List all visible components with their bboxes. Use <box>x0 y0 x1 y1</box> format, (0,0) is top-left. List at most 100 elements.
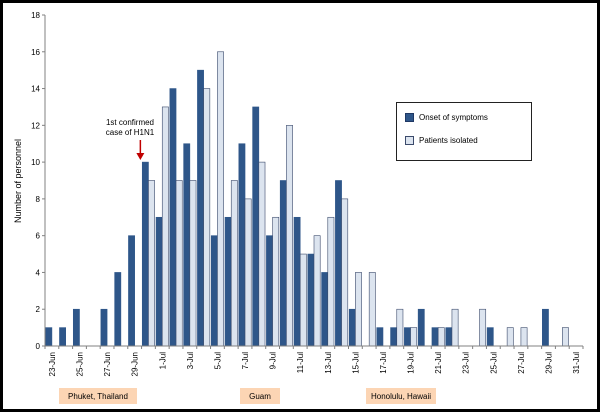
x-tick-label: 29-Jun <box>131 352 140 376</box>
bar-isolated <box>272 216 280 347</box>
bar-onset <box>266 235 273 347</box>
y-tick-label: 14 <box>31 85 40 94</box>
bar-onset <box>431 327 439 347</box>
bar-onset <box>321 272 329 347</box>
bar-isolated <box>175 180 183 347</box>
legend: Onset of symptoms Patients isolated <box>396 102 532 161</box>
bar-isolated <box>410 327 418 347</box>
bar-onset <box>59 327 66 347</box>
bar-onset <box>210 235 218 347</box>
x-tick-label: 27-Jul <box>517 352 526 374</box>
y-tick-label: 4 <box>36 268 41 277</box>
bar-onset <box>128 235 135 347</box>
bar-isolated <box>286 125 293 347</box>
bar-onset <box>348 308 356 347</box>
bar-onset <box>72 308 80 347</box>
x-tick-label: 1-Jul <box>158 352 167 370</box>
bar-isolated <box>189 180 197 347</box>
x-tick-label: 11-Jul <box>296 352 305 373</box>
bar-onset <box>100 308 108 347</box>
bar-chart: 0 2 4 6 8 10 12 14 16 18 23-Jun 25-Jun 27-Jun 29-Jun… <box>13 11 584 376</box>
y-tick-label: 2 <box>36 305 41 314</box>
x-tick-label: 25-Jun <box>75 352 84 376</box>
x-tick-label: 13-Jul <box>324 352 333 374</box>
y-tick-label: 16 <box>31 48 40 57</box>
bar-onset <box>486 327 494 347</box>
bar-onset <box>542 308 549 347</box>
y-tick-label: 8 <box>36 195 41 204</box>
bar-isolated <box>562 327 569 347</box>
bar-onset <box>293 216 301 347</box>
bar-isolated <box>299 253 307 347</box>
bar-onset <box>307 253 315 347</box>
bar-onset <box>169 88 177 347</box>
bar-onset <box>155 216 163 347</box>
bar-isolated <box>396 308 404 347</box>
bar-isolated <box>161 106 169 347</box>
x-tick-label: 23-Jul <box>462 352 471 374</box>
bar-onset <box>224 216 232 347</box>
legend-swatch-onset <box>405 113 414 122</box>
y-tick-label: 12 <box>31 121 40 130</box>
bar-isolated <box>313 235 321 347</box>
bar-onset <box>45 327 53 347</box>
bar-isolated <box>506 327 514 347</box>
legend-swatch-isolated <box>405 136 414 145</box>
y-tick-label: 6 <box>36 232 41 241</box>
annotation-line-1: 1st confirmed <box>106 118 154 127</box>
legend-item-onset: Onset of symptoms <box>405 113 488 122</box>
location-label-phuket: Phuket, Thailand <box>68 391 128 401</box>
x-tick-label: 5-Jul <box>213 352 222 370</box>
bar-isolated <box>451 308 459 347</box>
bar-isolated <box>355 272 362 347</box>
bar-onset <box>404 327 411 347</box>
y-tick-label: 18 <box>31 11 40 20</box>
x-tick-label: 23-Jun <box>48 352 57 376</box>
y-tick-label: 10 <box>31 158 40 167</box>
bar-onset <box>445 327 453 347</box>
bar-isolated <box>258 161 266 347</box>
bar-onset <box>376 327 384 347</box>
x-tick-label: 7-Jul <box>241 352 250 370</box>
x-tick-label: 29-Jul <box>545 352 554 374</box>
x-tick-label: 15-Jul <box>351 352 360 374</box>
bar-isolated <box>341 198 349 347</box>
bar-isolated <box>230 180 238 347</box>
bar-isolated <box>437 327 445 347</box>
y-axis-title: Number of personnel <box>13 139 23 223</box>
legend-label-onset: Onset of symptoms <box>419 113 488 122</box>
bar-isolated <box>148 180 155 347</box>
location-badge-phuket: Phuket, Thailand <box>59 388 137 404</box>
bar-onset <box>114 272 122 347</box>
bar-onset <box>197 69 204 347</box>
bar-isolated <box>217 51 224 347</box>
bar-onset <box>417 308 425 347</box>
x-tick-label: 9-Jul <box>269 352 278 370</box>
bar-isolated <box>244 198 252 347</box>
location-label-honolulu: Honolulu, Hawaii <box>370 391 432 401</box>
location-badge-guam: Guam <box>240 388 280 404</box>
bar-onset <box>141 161 149 347</box>
bar-isolated <box>368 272 376 347</box>
annotation-arrow <box>136 140 145 160</box>
annotation-line-2: case of H1N1 <box>106 128 155 137</box>
bar-onset <box>390 327 398 347</box>
y-tick-label: 0 <box>36 342 41 351</box>
x-tick-label: 21-Jul <box>434 352 443 374</box>
bar-isolated <box>520 327 528 347</box>
bar-isolated <box>479 308 487 347</box>
bar-onset <box>335 180 342 347</box>
bar-onset <box>252 106 260 347</box>
bar-isolated <box>327 216 335 347</box>
location-badge-honolulu: Honolulu, Hawaii <box>366 388 436 404</box>
legend-item-isolated: Patients isolated <box>405 136 478 145</box>
legend-label-isolated: Patients isolated <box>419 136 478 145</box>
chart-frame: 0 2 4 6 8 10 12 14 16 18 23-Jun 25-Jun 27-Jun 29-Jun… <box>3 3 597 409</box>
bar-onset <box>238 143 246 347</box>
bar-isolated <box>203 88 211 347</box>
bar-onset <box>183 143 191 347</box>
location-label-guam: Guam <box>249 391 271 401</box>
x-tick-label: 31-Jul <box>572 352 581 374</box>
x-tick-label: 27-Jun <box>103 352 112 376</box>
x-tick-label: 3-Jul <box>186 352 195 370</box>
